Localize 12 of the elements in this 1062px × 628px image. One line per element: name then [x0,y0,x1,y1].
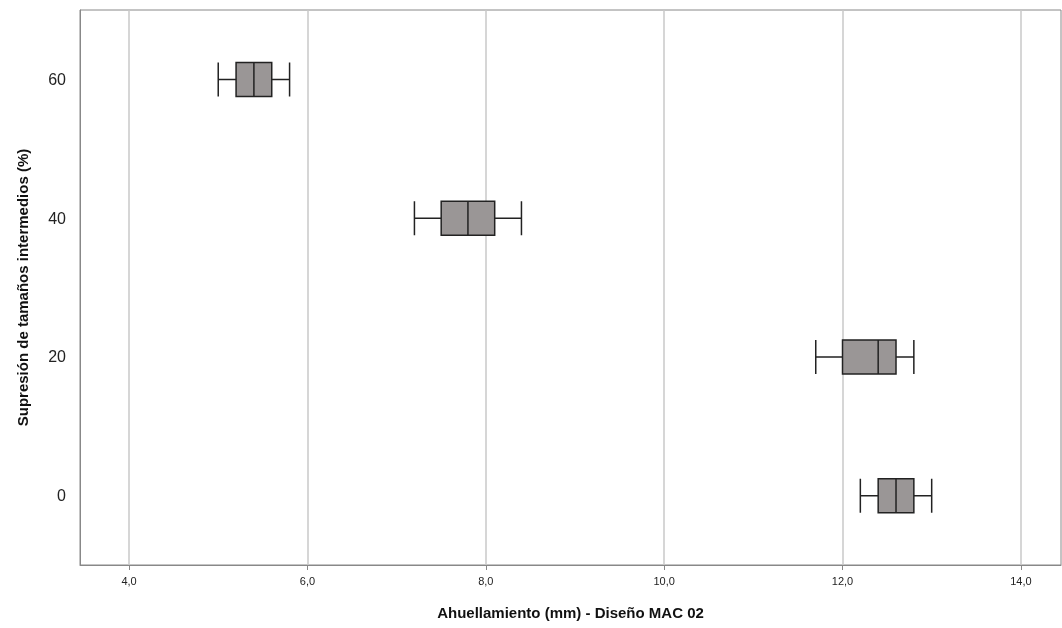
y-tick-label: 20 [48,348,67,366]
x-tick-label: 14,0 [1010,574,1032,587]
x-tick-label: 10,0 [653,574,675,587]
y-tick-label: 0 [57,487,67,505]
x-axis-title: Ahuellamiento (mm) - Diseño MAC 02 [437,604,704,621]
y-tick-label: 40 [48,209,67,227]
x-tick-label: 4,0 [121,574,137,587]
x-tick-label: 6,0 [299,574,316,587]
x-tick-label: 12,0 [831,574,854,587]
x-tick-label: 8,0 [478,574,494,587]
y-tick-label: 60 [48,70,67,88]
y-axis-title: Supresión de tamaños intermedios (%) [14,148,31,427]
